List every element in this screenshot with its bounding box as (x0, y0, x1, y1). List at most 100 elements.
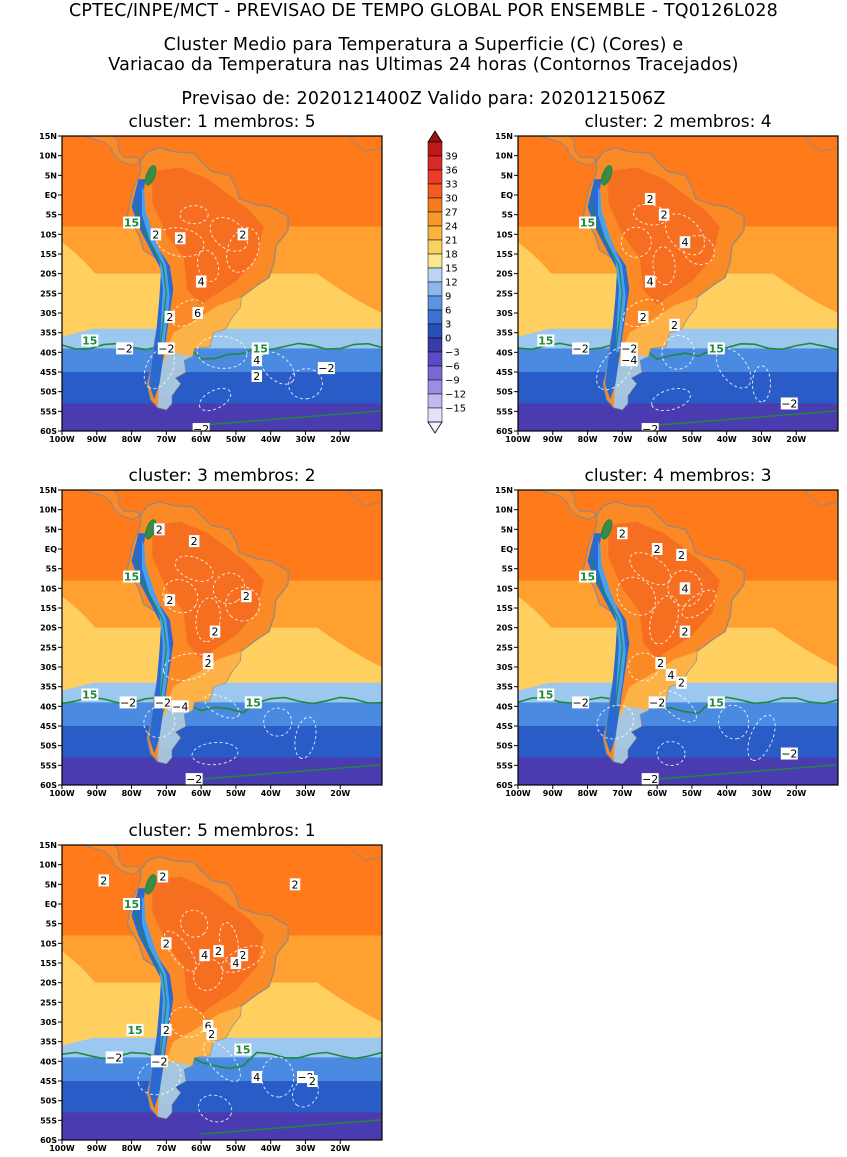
lat-label: 55S (496, 761, 513, 770)
isotherm-label: 15 (124, 571, 139, 584)
lon-label: 40W (717, 435, 737, 444)
colorbar-level-label: 18 (445, 250, 458, 261)
hot-interior-region (608, 521, 720, 660)
ocean-temperature-band (62, 1112, 382, 1140)
lat-label: 40S (496, 702, 513, 711)
colorbar-level-label: 0 (445, 334, 451, 345)
contour-label-bg (648, 696, 666, 709)
contour-label-bg (251, 354, 263, 367)
contour-label-bg (651, 543, 663, 555)
temp-change-contour (137, 1058, 182, 1096)
lat-label: 5N (501, 525, 513, 534)
contour-label-bg (157, 342, 175, 355)
temp-change-contour (209, 216, 249, 252)
contour-label: 2 (159, 870, 166, 883)
atlantic-warm-tongue (291, 226, 382, 313)
lon-label: 70W (156, 789, 176, 798)
contour-label: 2 (239, 949, 246, 962)
pacific-mild-plume (518, 596, 581, 691)
contour-label: −2 (318, 362, 334, 375)
ocean-temperature-band (62, 702, 382, 728)
lon-label: 50W (682, 435, 702, 444)
lat-label: 10N (39, 152, 57, 161)
contour-label: 4 (253, 354, 260, 367)
map-panel-cluster-5: 2 2 15 2 2 4 2 4 2 6 2 15 15 −2 −2 4 −2 2 2 15N 10N 5N EQ 5S 10S… (26, 841, 388, 1157)
lat-label: EQ (501, 545, 513, 554)
lon-label: 30W (295, 435, 315, 444)
lon-label: 90W (87, 435, 107, 444)
contour-label: 2 (640, 311, 647, 324)
contour-label-bg (105, 1051, 123, 1064)
temp-change-contour (292, 1078, 319, 1108)
contour-label-bg (251, 369, 263, 382)
lon-label: 30W (751, 435, 771, 444)
temp-change-contour (288, 368, 323, 400)
lat-label: 40S (40, 348, 57, 357)
lat-label: 10N (495, 506, 513, 515)
lat-label: 60S (40, 781, 57, 790)
lat-label: 25S (496, 289, 513, 298)
lat-label: 10S (496, 584, 513, 593)
colorbar-level-label: 24 (445, 222, 458, 233)
atlantic-warm-tongue (747, 226, 838, 313)
lat-label: 40S (40, 702, 57, 711)
patagonia-cool-region (613, 706, 649, 764)
contour-label: 2 (671, 319, 678, 332)
colorbar-level-label: 30 (445, 194, 458, 205)
temp-change-contour (620, 226, 652, 258)
contour-label-bg (641, 773, 659, 785)
contour-label-bg (195, 275, 207, 288)
contour-label: −2 (106, 1051, 122, 1064)
contour-label: 4 (201, 949, 208, 962)
map-panel-cluster-1: 15 2 2 2 4 6 2 15 15 −2 −2 4 2 −2 −2 15N 10N 5N EQ 5S 10S 15S… (26, 132, 388, 448)
ocean-temperature-band (62, 328, 382, 351)
isotherm-label: 15 (124, 898, 139, 911)
lat-label: 35S (496, 329, 513, 338)
contour-label: −2 (158, 342, 174, 355)
isotherm-label: 15 (82, 689, 97, 702)
hot-interior-region (152, 167, 264, 306)
lat-label: 5S (46, 211, 58, 220)
lat-label: 10S (496, 230, 513, 239)
colorbar-level-label: −6 (445, 362, 460, 373)
contour-label-bg (161, 1023, 172, 1036)
contour-label: 2 (152, 228, 159, 241)
contour-label: −2 (781, 397, 797, 410)
colorbar-level-label: 6 (445, 306, 451, 317)
lat-label: 45S (40, 368, 57, 377)
header-title-line3: Variacao da Temperatura nas Ultimas 24 h… (108, 55, 739, 75)
temp-change-contour (221, 945, 265, 973)
colorbar-swatch (427, 211, 443, 227)
lon-label: 100W (49, 435, 75, 444)
isotherm-15c (518, 696, 838, 715)
contour-label: 2 (243, 590, 250, 603)
map-frame (517, 135, 839, 432)
contour-label: 2 (163, 937, 170, 950)
lat-label: 15S (496, 250, 513, 259)
lat-label: 35S (40, 1038, 57, 1047)
lat-label: 45S (496, 722, 513, 731)
contour-label-bg (230, 957, 242, 969)
contour-label: −2 (186, 773, 202, 786)
temp-change-contour (622, 299, 664, 327)
contour-label-bg (679, 582, 691, 595)
contour-label: −2 (781, 748, 797, 761)
africa-coast (348, 136, 382, 153)
lat-label: 35S (40, 683, 57, 692)
contour-label-bg (209, 625, 221, 638)
contour-label: −2 (572, 696, 588, 709)
lat-label: 15S (40, 250, 57, 259)
highland-cold-spot (145, 874, 157, 895)
lon-label: 50W (226, 789, 246, 798)
temp-change-contour (652, 246, 676, 286)
patagonia-cool-region (157, 706, 193, 764)
contour-label-bg (150, 1055, 168, 1068)
panel-title-cluster-5: cluster: 5 membros: 1 (128, 821, 316, 841)
temp-change-contour (294, 716, 317, 760)
colorbar-swatch (427, 309, 443, 325)
isotherm-15c (518, 342, 838, 360)
contour-label: −2 (120, 696, 136, 709)
contour-label: −2 (621, 342, 637, 355)
temp-change-contour (661, 334, 695, 370)
panel-title-cluster-2: cluster: 2 membros: 4 (584, 112, 772, 132)
